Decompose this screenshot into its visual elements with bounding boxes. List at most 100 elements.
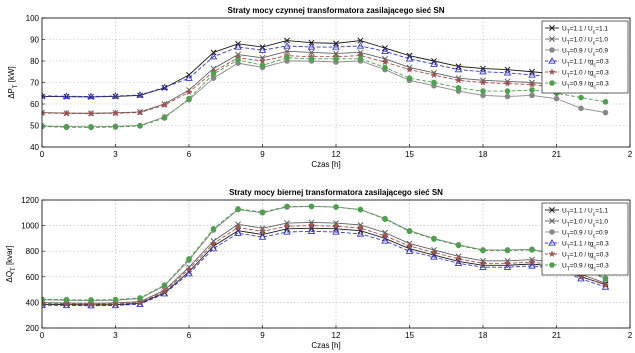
- data-point: [111, 300, 120, 307]
- data-point: [88, 124, 94, 131]
- data-point: [356, 42, 365, 49]
- data-point: [210, 71, 217, 77]
- data-point: [234, 43, 242, 50]
- data-point: [431, 79, 437, 86]
- legend-entry: UT=0.9 / Uc=0.9: [562, 48, 608, 58]
- y-axis-label: ΔPT [kW]: [7, 66, 19, 99]
- legend-marker: [549, 80, 555, 86]
- data-point: [455, 85, 462, 91]
- x-tick-label: 2: [628, 150, 633, 159]
- series-line: [42, 50, 606, 114]
- data-point: [283, 228, 291, 235]
- series-line: [42, 227, 606, 306]
- legend-marker: [549, 262, 555, 268]
- series-group: [42, 203, 610, 309]
- data-point: [283, 222, 291, 230]
- data-point: [405, 54, 414, 62]
- series-line: [42, 225, 606, 305]
- data-point: [42, 109, 45, 116]
- x-tick-label: 18: [479, 331, 488, 340]
- legend-marker: [548, 57, 556, 64]
- data-point: [186, 95, 192, 102]
- data-point: [356, 230, 365, 237]
- data-point: [185, 74, 193, 81]
- y-tick-label: 800: [26, 247, 40, 256]
- data-point: [185, 265, 193, 273]
- data-point: [258, 46, 267, 53]
- data-point: [160, 101, 169, 109]
- data-point: [136, 108, 144, 116]
- data-point: [332, 43, 340, 50]
- chart-2: Straty mocy biernej transformatora zasil…: [5, 188, 633, 350]
- data-point: [454, 76, 463, 84]
- legend-marker: [548, 68, 556, 76]
- data-point: [503, 68, 512, 76]
- legend-entry: UT=1.1 / tgc=0.3: [562, 59, 609, 69]
- legend-marker: [548, 239, 556, 246]
- legend: UT=1.1 / Uc=1.1UT=1.0 / Uc=1.0UT=0.9 / U…: [541, 202, 629, 276]
- data-point: [528, 262, 536, 269]
- data-point: [284, 37, 290, 44]
- y-tick-label: 600: [26, 273, 40, 282]
- data-point: [62, 92, 71, 99]
- x-tick-label: 21: [552, 150, 561, 159]
- data-point: [112, 124, 119, 130]
- legend-box: [541, 20, 629, 94]
- data-point: [479, 78, 487, 86]
- data-point: [111, 92, 120, 99]
- data-point: [381, 232, 389, 239]
- y-tick-label: 40: [30, 143, 39, 152]
- data-point: [88, 297, 94, 303]
- data-point: [259, 209, 266, 215]
- data-point: [333, 56, 339, 62]
- data-point: [479, 263, 487, 270]
- data-point: [357, 37, 364, 44]
- data-point: [161, 115, 168, 121]
- data-point: [137, 295, 143, 301]
- data-point: [161, 282, 168, 288]
- series-line: [42, 45, 606, 97]
- data-point: [160, 287, 169, 295]
- data-point: [406, 75, 413, 81]
- data-point: [357, 56, 364, 62]
- x-tick-label: 21: [552, 331, 561, 340]
- data-point: [307, 227, 316, 235]
- legend-entry: UT=1.1 / tgc=0.3: [562, 241, 609, 251]
- data-point: [528, 258, 536, 266]
- data-point: [405, 242, 414, 250]
- x-tick-label: 12: [332, 150, 341, 159]
- legend-entry: UT=0.9 / tgc=0.3: [562, 81, 609, 91]
- data-point: [209, 52, 218, 60]
- data-point: [307, 43, 316, 50]
- data-point: [235, 206, 241, 212]
- data-point: [504, 93, 511, 100]
- y-tick-label: 70: [30, 79, 39, 88]
- data-point: [430, 248, 438, 256]
- series-group: [42, 37, 610, 131]
- data-point: [333, 204, 339, 210]
- data-point: [553, 95, 560, 102]
- series-line: [42, 205, 606, 302]
- data-point: [357, 206, 364, 213]
- legend-entry: UT=1.0 / Uc=1.0: [562, 219, 608, 229]
- data-point: [578, 105, 584, 112]
- data-point: [504, 88, 511, 94]
- data-point: [503, 263, 512, 270]
- data-point: [284, 54, 290, 61]
- x-tick-label: 6: [187, 331, 192, 340]
- data-point: [308, 39, 315, 46]
- legend-entry: UT=1.1 / Uc=1.1: [562, 208, 608, 218]
- legend-entry: UT=1.0 / tgc=0.3: [562, 252, 609, 262]
- data-point: [186, 256, 192, 262]
- data-point: [308, 203, 315, 210]
- legend-marker: [549, 207, 555, 213]
- data-point: [479, 259, 487, 267]
- legend-marker: [549, 229, 555, 235]
- data-point: [479, 67, 487, 75]
- data-point: [136, 298, 144, 306]
- data-point: [210, 49, 217, 56]
- data-point: [431, 236, 437, 242]
- data-point: [112, 296, 119, 303]
- data-point: [87, 109, 95, 117]
